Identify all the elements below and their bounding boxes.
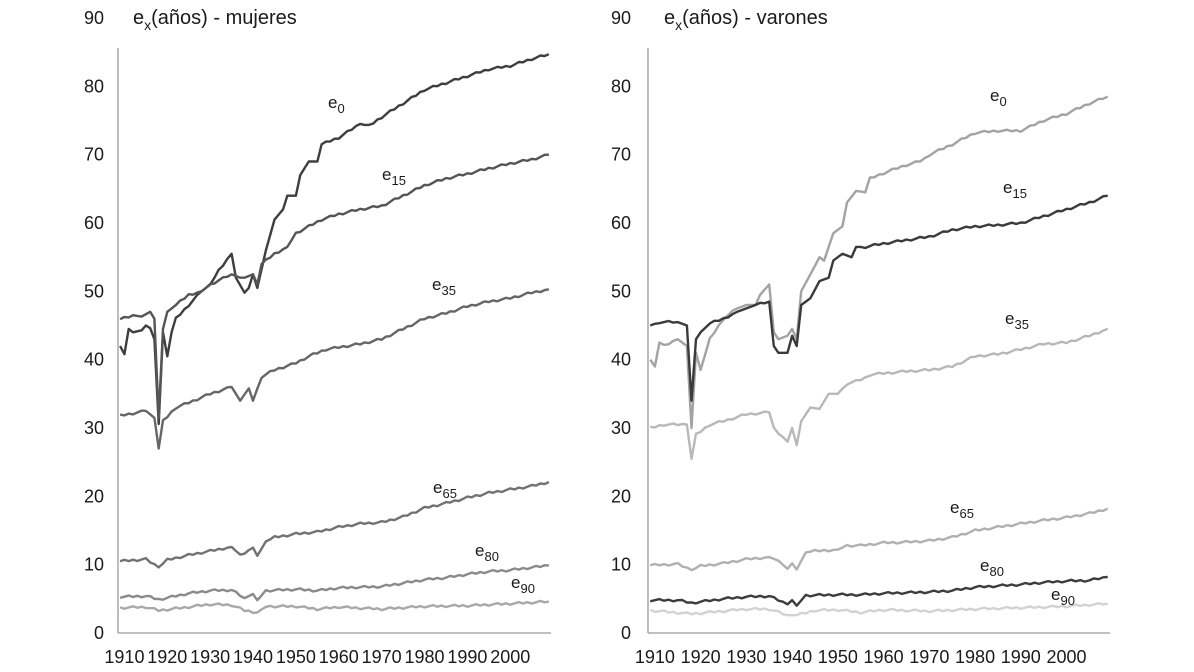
series-label-e80: e80 xyxy=(475,541,499,564)
series-line-e90 xyxy=(119,599,550,615)
x-tick-label: 1940 xyxy=(233,647,273,667)
series-label-e0: e0 xyxy=(328,93,345,116)
series-line-e80 xyxy=(119,564,549,602)
x-tick-label: 1970 xyxy=(362,647,402,667)
x-tick-label: 1950 xyxy=(818,647,858,667)
series-line-e0 xyxy=(119,53,550,426)
x-tick-label: 1920 xyxy=(681,647,721,667)
x-tick-label: 1920 xyxy=(147,647,187,667)
series-line-e65 xyxy=(649,507,1109,572)
y-tick-label: 80 xyxy=(84,76,104,96)
x-tick-label: 1980 xyxy=(405,647,445,667)
series-label-e35: e35 xyxy=(1005,309,1029,332)
series-label-e90: e90 xyxy=(511,573,535,596)
y-tick-label: 20 xyxy=(84,486,104,506)
x-tick-label: 1940 xyxy=(772,647,812,667)
x-tick-label: 1970 xyxy=(909,647,949,667)
y-tick-label: 30 xyxy=(611,418,631,438)
series-line-e0 xyxy=(649,95,1109,430)
x-tick-label: 1930 xyxy=(190,647,230,667)
y-tick-label: 90 xyxy=(611,8,631,28)
y-tick-label: 30 xyxy=(84,418,104,438)
y-tick-label: 0 xyxy=(94,623,104,643)
y-tick-label: 10 xyxy=(84,555,104,575)
x-tick-label: 1910 xyxy=(104,647,144,667)
y-tick-label: 70 xyxy=(84,145,104,165)
x-tick-label: 2000 xyxy=(1047,647,1087,667)
y-tick-label: 20 xyxy=(611,486,631,506)
chart-title: ex(años) - mujeres xyxy=(133,7,297,33)
series-label-e90: e90 xyxy=(1051,585,1075,608)
series-label-e15: e15 xyxy=(382,165,406,188)
series-line-e65 xyxy=(119,480,550,569)
x-tick-label: 1990 xyxy=(1001,647,1041,667)
x-tick-label: 1910 xyxy=(635,647,675,667)
series-label-e15: e15 xyxy=(1003,178,1027,201)
x-tick-label: 1960 xyxy=(864,647,904,667)
series-line-e35 xyxy=(119,288,550,450)
y-tick-label: 50 xyxy=(611,281,631,301)
y-tick-label: 40 xyxy=(611,350,631,370)
x-tick-label: 1950 xyxy=(276,647,316,667)
y-tick-label: 0 xyxy=(621,623,631,643)
series-label-e80: e80 xyxy=(980,556,1004,579)
x-tick-label: 1990 xyxy=(447,647,487,667)
x-tick-label: 2000 xyxy=(490,647,530,667)
chart-panel-1: 0 10 20 30 40 50 60 70 80 90 1910 1920 1930 1940 1950 1… xyxy=(611,7,1110,667)
series-line-e15 xyxy=(119,153,549,419)
series-label-e65: e65 xyxy=(950,498,974,521)
series-line-e15 xyxy=(649,194,1108,402)
y-tick-label: 50 xyxy=(84,281,104,301)
chart-title: ex(años) - varones xyxy=(664,7,828,33)
y-tick-label: 70 xyxy=(611,145,631,165)
x-tick-label: 1960 xyxy=(319,647,359,667)
series-label-e65: e65 xyxy=(433,478,457,501)
y-tick-label: 40 xyxy=(84,350,104,370)
y-tick-label: 90 xyxy=(84,8,104,28)
y-tick-label: 80 xyxy=(611,76,631,96)
x-tick-label: 1930 xyxy=(726,647,766,667)
x-tick-label: 1980 xyxy=(955,647,995,667)
series-line-e35 xyxy=(650,327,1109,460)
series-label-e0: e0 xyxy=(990,86,1007,109)
series-line-e80 xyxy=(650,575,1108,607)
series-line-e90 xyxy=(649,601,1108,617)
y-tick-label: 60 xyxy=(84,213,104,233)
y-tick-label: 60 xyxy=(611,213,631,233)
series-label-e35: e35 xyxy=(432,275,456,298)
y-tick-label: 10 xyxy=(611,555,631,575)
